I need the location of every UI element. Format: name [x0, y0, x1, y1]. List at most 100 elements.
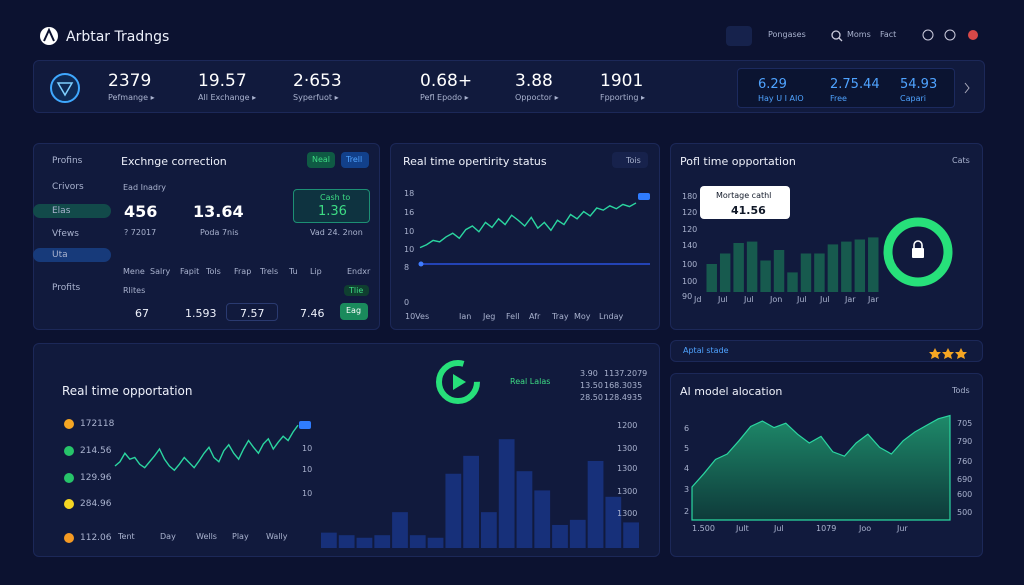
x-tick-label: Jul — [774, 524, 784, 533]
y-tick-label: 18 — [404, 189, 415, 198]
column-header: Trels — [260, 267, 279, 276]
panel-title: Real time opertirity status — [403, 155, 547, 168]
bar — [392, 512, 408, 548]
x-tick-label: Afr — [529, 312, 541, 321]
x-tick-label: Play — [232, 532, 249, 541]
button[interactable] — [340, 303, 368, 320]
button: Neal — [312, 155, 331, 164]
coin-value: 172118 — [80, 419, 115, 429]
x-tick-label: Ian — [459, 312, 472, 321]
sidebar-item: Vfews — [52, 229, 79, 239]
bar — [760, 260, 771, 292]
brand: Arbtar Tradngs — [66, 29, 170, 45]
bar — [787, 272, 798, 292]
stat-label: Fpporting — [600, 94, 645, 102]
button: Eag — [346, 306, 362, 315]
y-tick-label: 3 — [684, 485, 690, 494]
filter: Rlites — [123, 286, 146, 295]
sidebar-active[interactable] — [33, 204, 111, 218]
button[interactable] — [307, 152, 335, 168]
stat-value: 54.93 — [900, 77, 938, 92]
coin-icon — [64, 419, 74, 429]
donut — [883, 217, 953, 287]
bar — [552, 524, 568, 548]
row-cell: 7.46 — [300, 307, 325, 320]
x-tick-label: Day — [160, 532, 176, 541]
stat-label: All Exchange — [198, 94, 256, 102]
table-cell: 28.50 — [580, 393, 603, 402]
coin-icon — [64, 533, 74, 543]
sidebar-active[interactable] — [33, 248, 111, 262]
tooltip-label: Mortage cathl — [716, 191, 772, 200]
x-tick-label: Jul — [744, 295, 754, 304]
x-tick-label: Jult — [736, 524, 749, 533]
rating-panel — [670, 340, 983, 362]
metric: 13.64 — [193, 202, 244, 221]
y-tick-label: 1300 — [617, 509, 638, 518]
bar — [706, 264, 717, 292]
column-header: Fapit — [180, 267, 200, 276]
button[interactable] — [612, 152, 648, 168]
stat-value: 2.75.44 — [830, 77, 880, 92]
stat-label: Pefmange — [108, 94, 155, 102]
x-tick-label: Jeg — [483, 312, 496, 321]
tooltip-value: 41.56 — [731, 204, 766, 217]
bar — [814, 253, 825, 292]
x-tick-label: Wally — [266, 532, 288, 541]
coin-value: 112.06 — [80, 533, 112, 543]
line — [114, 424, 299, 472]
y-tick-label: 760 — [957, 457, 973, 466]
row-cell: 1.593 — [185, 307, 217, 320]
button: Cats — [952, 156, 970, 165]
status-panel — [390, 143, 660, 330]
icon[interactable] — [968, 30, 978, 40]
realtime-panel — [33, 343, 660, 557]
logo-mark — [43, 27, 55, 42]
bar — [587, 460, 604, 548]
icon[interactable] — [922, 29, 934, 41]
column-header: Lip — [310, 267, 322, 276]
bar — [841, 241, 852, 292]
y-tick-label: 690 — [957, 475, 973, 484]
metric: 456 — [124, 202, 158, 221]
y-tick-label: 705 — [957, 419, 973, 428]
bar — [321, 532, 337, 548]
tag — [638, 193, 650, 200]
exchange-panel — [33, 143, 380, 330]
bar — [800, 253, 812, 292]
bar — [854, 239, 866, 292]
search-icon[interactable] — [831, 30, 841, 40]
sidebar-item: Crivors — [52, 182, 84, 192]
coin-value: 284.96 — [80, 499, 112, 509]
bar — [719, 253, 731, 292]
opportunity-panel — [670, 143, 983, 330]
stat-icon — [50, 73, 80, 103]
x-tick-label: Jul — [797, 295, 807, 304]
cash-value: 1.36 — [318, 204, 347, 219]
icon[interactable] — [944, 29, 956, 41]
y-tick-label: 120 — [682, 225, 698, 234]
x-tick-label: Tent — [118, 532, 135, 541]
bar — [338, 535, 355, 548]
x-tick-label: Lnday — [599, 312, 624, 321]
button[interactable] — [341, 152, 369, 168]
x-tick-label: 1.500 — [692, 524, 715, 533]
row-cell: 67 — [135, 307, 149, 320]
x-tick-label: Jd — [694, 295, 702, 304]
line — [419, 202, 637, 249]
y-tick-label: 10 — [302, 465, 313, 474]
y-tick-label: 10 — [302, 444, 313, 453]
nav-button[interactable] — [726, 26, 752, 46]
row-box — [226, 303, 278, 321]
chevron[interactable] — [964, 82, 970, 94]
sidebar-item: Elas — [52, 206, 71, 216]
bar — [534, 490, 551, 548]
y-tick-label: 8 — [404, 263, 410, 272]
column-header: Salry — [150, 267, 171, 276]
x-tick-label: 10Ves — [405, 312, 430, 321]
column-header: Frap — [234, 267, 252, 276]
play-icon — [453, 374, 466, 390]
stats-right-box — [737, 68, 955, 108]
y-tick-label: 1200 — [617, 421, 638, 430]
x-tick-label: Wells — [196, 532, 217, 541]
